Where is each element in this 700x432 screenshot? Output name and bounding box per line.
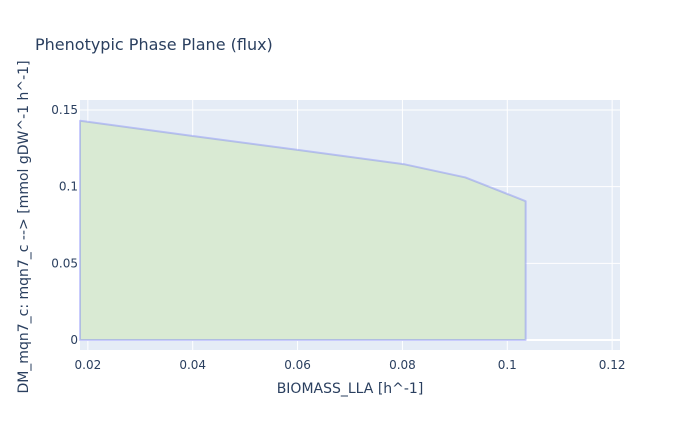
chart-title: Phenotypic Phase Plane (flux) <box>35 35 273 54</box>
x-tick-label: 0.1 <box>498 358 517 372</box>
feasible-region-fill <box>80 120 526 341</box>
x-tick-label: 0.06 <box>284 358 311 372</box>
x-tick-label: 0.02 <box>75 358 102 372</box>
x-tick-label: 0.08 <box>389 358 416 372</box>
y-axis-label: DM_mqn7_c: mqn7_c --> [mmol gDW^-1 h^-1] <box>16 60 32 393</box>
y-tick-label: 0 <box>70 333 78 347</box>
x-tick-labels: 0.02 0.04 0.06 0.08 0.1 0.12 <box>75 358 626 372</box>
y-tick-label: 0.15 <box>51 103 78 117</box>
y-tick-label: 0.1 <box>59 180 78 194</box>
y-tick-label: 0.05 <box>51 256 78 270</box>
x-tick-label: 0.04 <box>179 358 206 372</box>
x-axis-label: BIOMASS_LLA [h^-1] <box>277 381 424 397</box>
y-tick-labels: 0 0.05 0.1 0.15 <box>51 103 78 347</box>
feasible-region-outline <box>79 119 527 342</box>
x-tick-label: 0.12 <box>599 358 626 372</box>
series-layer <box>79 119 527 342</box>
